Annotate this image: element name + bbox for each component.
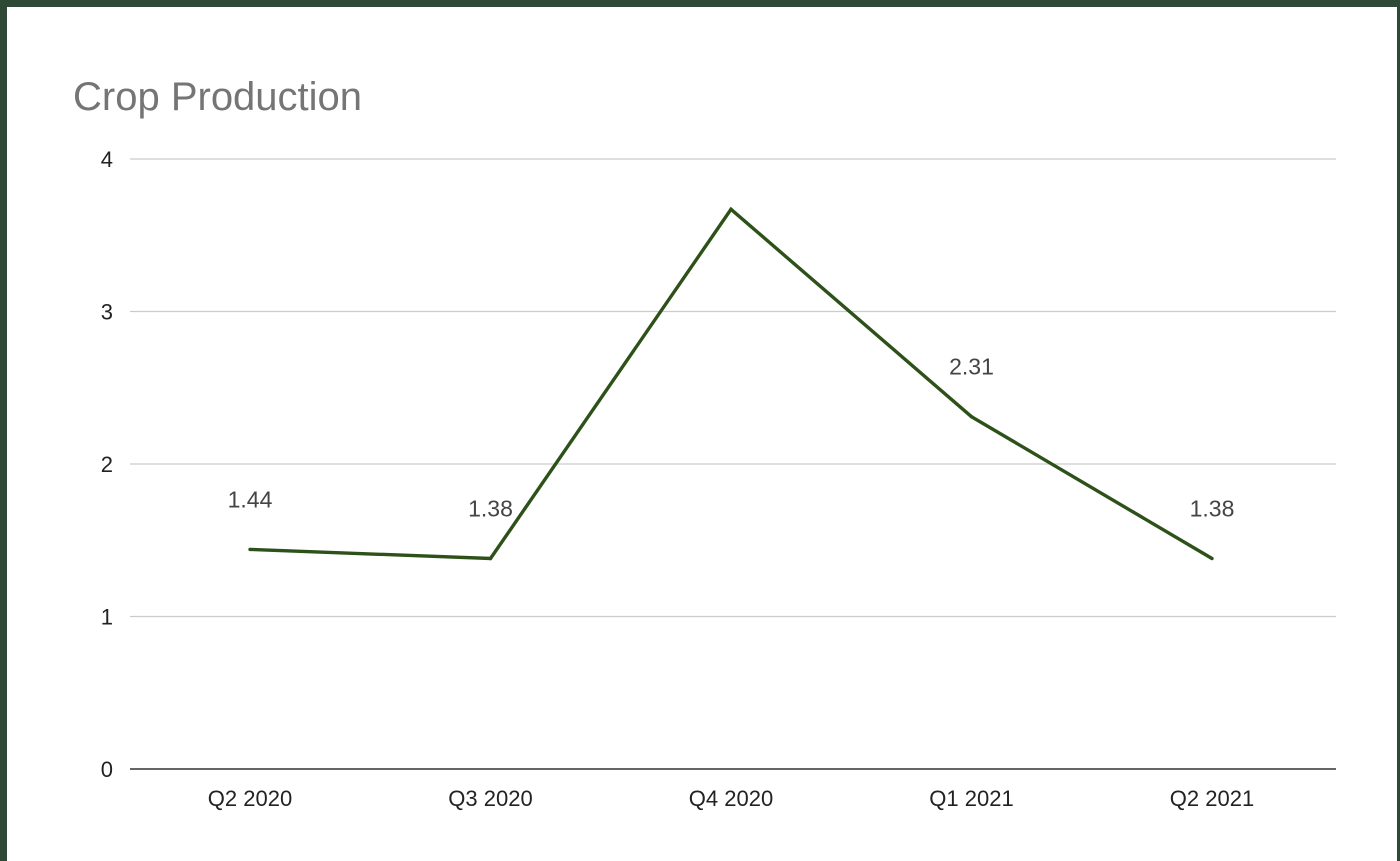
y-tick-label: 0 <box>101 757 113 782</box>
x-tick-label: Q3 2020 <box>448 786 532 811</box>
data-label: 1.38 <box>468 496 513 522</box>
data-label: 2.31 <box>949 354 994 380</box>
data-label: 1.38 <box>1190 496 1235 522</box>
y-tick-label: 1 <box>101 605 113 630</box>
y-tick-label: 4 <box>101 147 113 172</box>
data-point <box>488 556 493 561</box>
y-tick-label: 3 <box>101 300 113 325</box>
y-tick-label: 2 <box>101 452 113 477</box>
data-point <box>969 415 974 419</box>
data-labels: 1.44 1.38 2.31 1.38 <box>228 354 1235 522</box>
x-tick-label: Q1 2021 <box>929 786 1013 811</box>
data-point <box>729 207 733 212</box>
series-layer <box>248 206 1214 561</box>
data-point <box>1210 556 1214 561</box>
x-tick-label: Q2 2021 <box>1170 786 1254 811</box>
x-tick-label: Q2 2020 <box>208 786 292 811</box>
y-axis-ticks: 0 1 2 3 4 <box>101 147 113 782</box>
series-line <box>249 206 1213 561</box>
gridlines <box>130 158 1336 618</box>
chart-title: Crop Production <box>73 75 362 119</box>
data-label: 1.44 <box>228 486 273 512</box>
x-axis-ticks: Q2 2020 Q3 2020 Q4 2020 Q1 2021 Q2 2021 <box>208 786 1254 811</box>
x-tick-label: Q4 2020 <box>689 786 773 811</box>
data-point <box>248 547 252 552</box>
